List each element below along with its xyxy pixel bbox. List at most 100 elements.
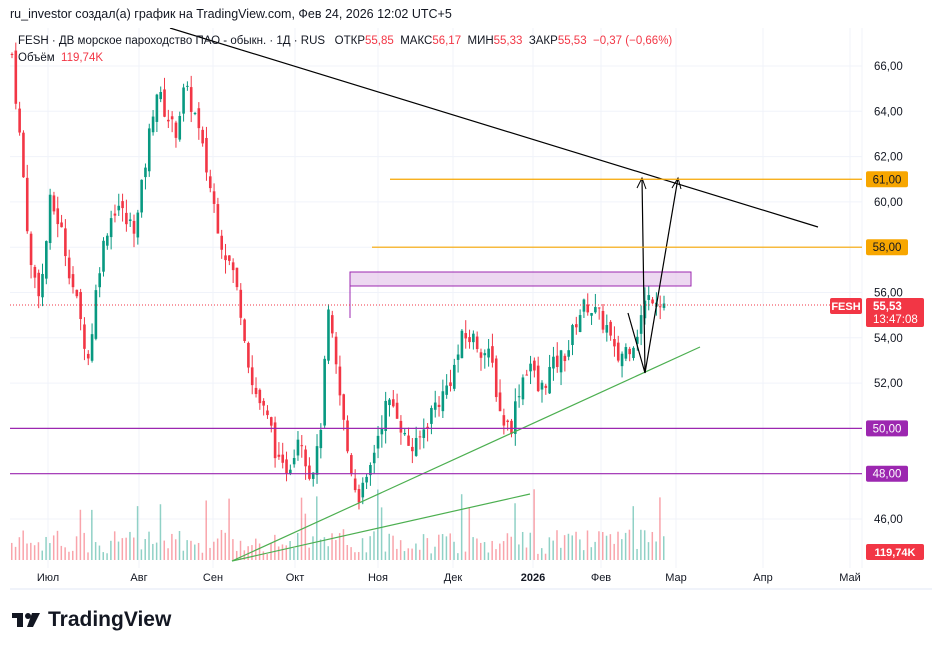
candle-body bbox=[590, 313, 593, 316]
volume-bar bbox=[567, 533, 570, 560]
volume-bar bbox=[258, 543, 261, 560]
volume-bar bbox=[617, 531, 619, 560]
volume-bar bbox=[113, 531, 116, 560]
volume-bar bbox=[98, 545, 101, 560]
candle-body bbox=[163, 89, 166, 117]
volume-bar bbox=[361, 538, 364, 560]
price-chart[interactable]: 61,00 58,00 50,00 48,00 Июл Авг Сен Окт Ноя Дек 2… bbox=[10, 27, 932, 588]
volume-bar bbox=[632, 506, 634, 560]
candle-body bbox=[52, 195, 56, 212]
volume-bar bbox=[598, 531, 600, 560]
candle-body bbox=[243, 319, 246, 342]
ascending-trendline[interactable] bbox=[231, 346, 701, 562]
candle-body bbox=[121, 201, 124, 209]
candle-body bbox=[311, 472, 315, 479]
descending-trendline[interactable] bbox=[169, 27, 819, 228]
candle-body bbox=[472, 333, 475, 343]
volume-bar bbox=[136, 506, 139, 560]
volume-bar bbox=[308, 547, 310, 560]
tradingview-logo[interactable]: TradingView bbox=[12, 608, 171, 632]
volume-bar bbox=[392, 535, 394, 560]
candle-body bbox=[548, 366, 551, 394]
brand-name: TradingView bbox=[48, 608, 172, 631]
arrow-head-icon bbox=[636, 176, 647, 190]
candle-body bbox=[491, 346, 494, 363]
candle-body bbox=[216, 204, 220, 234]
volume-bar bbox=[117, 541, 120, 560]
volume-bar bbox=[548, 537, 551, 560]
volume-bar bbox=[621, 539, 623, 560]
candle-body bbox=[513, 401, 517, 434]
candle-body bbox=[266, 410, 269, 416]
candle-body bbox=[597, 307, 601, 309]
volume-bar bbox=[365, 552, 368, 560]
level-tag bbox=[866, 239, 908, 256]
high-value: 56,17 bbox=[432, 35, 462, 47]
volume-bar bbox=[72, 550, 74, 560]
volume-bar bbox=[209, 547, 211, 560]
candle-body bbox=[517, 396, 521, 398]
symbol-tag-label: FESH bbox=[831, 301, 860, 313]
volume-bar bbox=[594, 541, 596, 560]
x-tick-label: Фев bbox=[591, 572, 611, 584]
candle-body bbox=[144, 167, 147, 178]
candle-body bbox=[487, 348, 490, 358]
candle-body bbox=[14, 50, 18, 104]
candle-body bbox=[29, 233, 33, 266]
volume-bar bbox=[659, 497, 661, 560]
open-value: 55,85 bbox=[365, 35, 394, 47]
candle-body bbox=[235, 267, 239, 288]
candle-body bbox=[357, 489, 361, 503]
candle-body bbox=[205, 137, 208, 173]
volume-bar bbox=[52, 535, 55, 560]
volume-bar bbox=[563, 535, 566, 560]
candle-body bbox=[60, 222, 63, 228]
candle-body bbox=[228, 255, 231, 261]
volume-bar bbox=[636, 548, 638, 560]
candle-body bbox=[464, 333, 468, 339]
y-tick-label: 54,00 bbox=[874, 333, 903, 345]
candle-body bbox=[140, 179, 143, 213]
volume-bar bbox=[388, 533, 390, 560]
candle-body bbox=[262, 400, 265, 406]
projection-arrow-2[interactable] bbox=[644, 177, 679, 374]
level-tag-label: 58,00 bbox=[873, 242, 902, 254]
candle-body bbox=[628, 348, 631, 355]
candle-body bbox=[22, 132, 25, 178]
level-tag-label: 61,00 bbox=[873, 174, 902, 186]
volume-bar bbox=[502, 541, 505, 560]
volume-bar bbox=[460, 494, 463, 560]
volume-bar bbox=[167, 548, 169, 560]
candle-body bbox=[529, 363, 532, 372]
candle-body bbox=[639, 315, 643, 334]
candle-body bbox=[643, 300, 647, 319]
volume-bar bbox=[178, 530, 181, 560]
low-label: МИН bbox=[467, 35, 494, 47]
candle-body bbox=[151, 116, 155, 133]
candle-body bbox=[372, 452, 376, 464]
volume-bar bbox=[468, 507, 471, 560]
candle-body bbox=[330, 315, 334, 334]
candle-body bbox=[350, 455, 353, 475]
candle-body bbox=[346, 420, 349, 452]
candle-body bbox=[289, 469, 292, 474]
low-value: 55,33 bbox=[493, 35, 523, 47]
resistance-zone[interactable] bbox=[349, 271, 692, 287]
volume-bar bbox=[194, 544, 196, 560]
candle-body bbox=[327, 309, 330, 361]
level-tag bbox=[866, 420, 908, 437]
volume-bar bbox=[438, 534, 440, 560]
volume-bar bbox=[643, 530, 646, 560]
tradingview-logo-icon bbox=[12, 613, 40, 627]
chart-area[interactable]: 61,00 58,00 50,00 48,00 Июл Авг Сен Окт Ноя Дек 2… bbox=[10, 27, 932, 590]
level-tag-label: 50,00 bbox=[873, 423, 902, 435]
candle-body bbox=[323, 358, 326, 426]
volume-bar bbox=[182, 550, 185, 560]
symbol-description[interactable]: FESH · ДВ морское пароходство ПАО - обык… bbox=[18, 35, 326, 47]
secondary-trendline[interactable] bbox=[231, 493, 531, 562]
volume-bar bbox=[586, 530, 589, 560]
candle-body bbox=[254, 387, 258, 395]
candle-body bbox=[189, 87, 193, 112]
candle-body bbox=[483, 353, 487, 356]
volume-tag bbox=[866, 544, 924, 560]
